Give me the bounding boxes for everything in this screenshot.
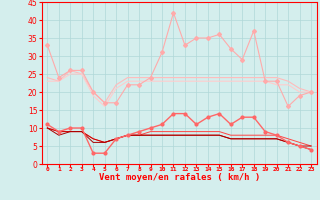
X-axis label: Vent moyen/en rafales ( km/h ): Vent moyen/en rafales ( km/h ) — [99, 173, 260, 182]
